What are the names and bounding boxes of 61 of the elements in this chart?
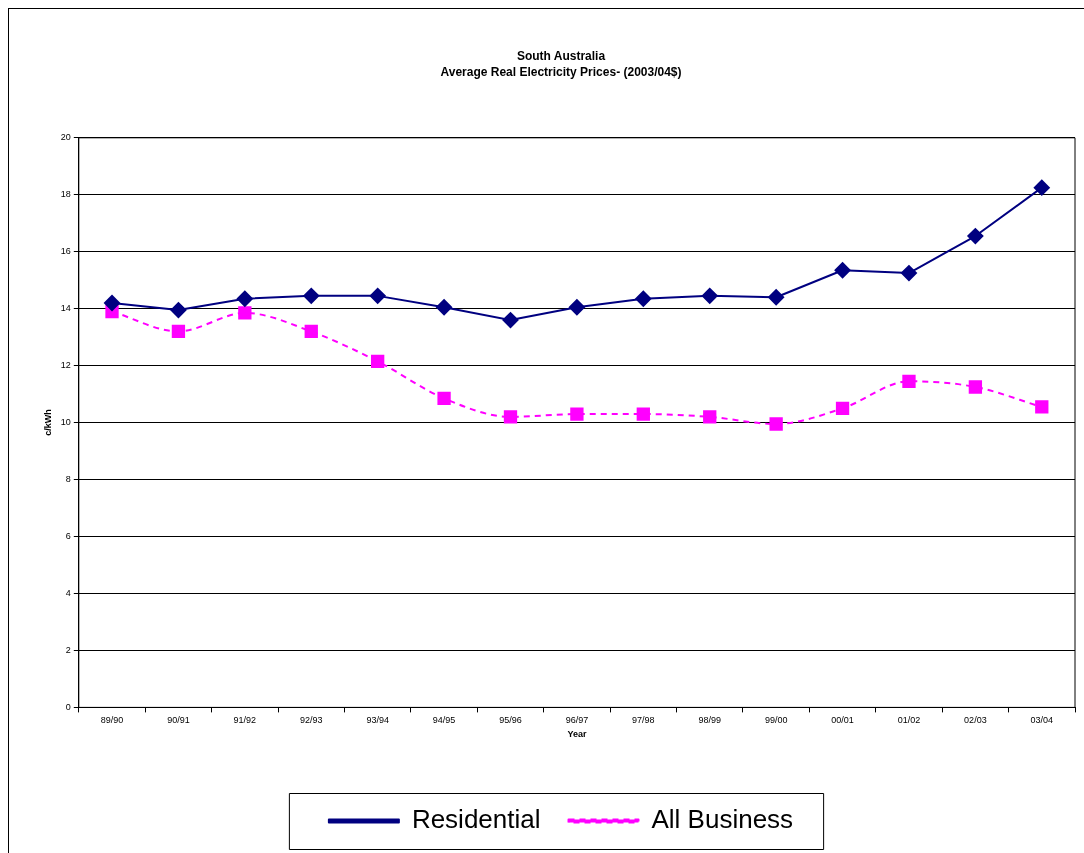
point (768, 289, 785, 306)
x-tick-label: 90/91 (167, 715, 190, 726)
point (636, 407, 650, 421)
point (635, 290, 652, 307)
point (369, 287, 386, 304)
point (503, 410, 518, 424)
point (502, 312, 519, 329)
point (968, 380, 983, 394)
legend-label: All Business (651, 804, 794, 835)
x-tick-label: 97/98 (632, 715, 655, 726)
point (835, 401, 850, 416)
x-tick-label: 89/90 (100, 715, 124, 726)
y-tick-label: 16 (60, 246, 71, 257)
y-tick-label: 8 (65, 474, 71, 485)
legend-label: Residential (411, 804, 541, 835)
point (371, 354, 385, 369)
point (304, 324, 318, 339)
y-tick-label: 14 (60, 303, 71, 314)
point (436, 299, 453, 316)
y-tick-label: 2 (65, 644, 71, 655)
point (902, 374, 916, 388)
point (701, 287, 718, 304)
chart-title: South Australia (516, 48, 606, 63)
point (1035, 400, 1049, 414)
x-tick-label: 99/00 (764, 715, 788, 726)
x-axis-title: Year (567, 729, 587, 740)
point (703, 410, 717, 424)
point (1033, 179, 1050, 196)
point (570, 407, 584, 421)
point (967, 228, 984, 245)
point (104, 294, 121, 311)
x-tick-label: 91/92 (233, 715, 257, 726)
y-axis-title: c/kWh (42, 409, 53, 436)
y-tick-label: 4 (65, 587, 71, 598)
y-tick-label: 12 (60, 360, 71, 371)
point (568, 299, 585, 316)
x-tick-label: 95/96 (499, 715, 522, 726)
x-tick-label: 98/99 (698, 715, 721, 726)
x-tick-label: 94/95 (432, 715, 456, 726)
point (170, 302, 187, 319)
point (769, 417, 783, 431)
x-tick-label: 96/97 (565, 715, 589, 726)
x-tick-label: 00/01 (831, 715, 854, 726)
y-tick-label: 6 (65, 531, 71, 541)
point (236, 290, 253, 307)
point (437, 391, 451, 406)
point (238, 306, 252, 320)
x-tick-label: 93/94 (366, 715, 389, 726)
chart-subtitle: Average Real Electricity Prices- (2003/04$) (440, 64, 682, 79)
point (834, 262, 851, 279)
point (900, 265, 917, 282)
x-tick-label: 03/04 (1030, 715, 1054, 726)
y-tick-label: 10 (60, 417, 71, 428)
x-tick-label: 01/02 (897, 715, 921, 726)
y-tick-label: 20 (60, 132, 71, 143)
point (303, 287, 320, 304)
point (171, 324, 186, 339)
x-tick-label: 02/03 (964, 715, 987, 726)
y-tick-label: 0 (65, 701, 71, 712)
y-tick-label: 18 (60, 189, 71, 200)
x-tick-label: 92/93 (299, 715, 323, 726)
